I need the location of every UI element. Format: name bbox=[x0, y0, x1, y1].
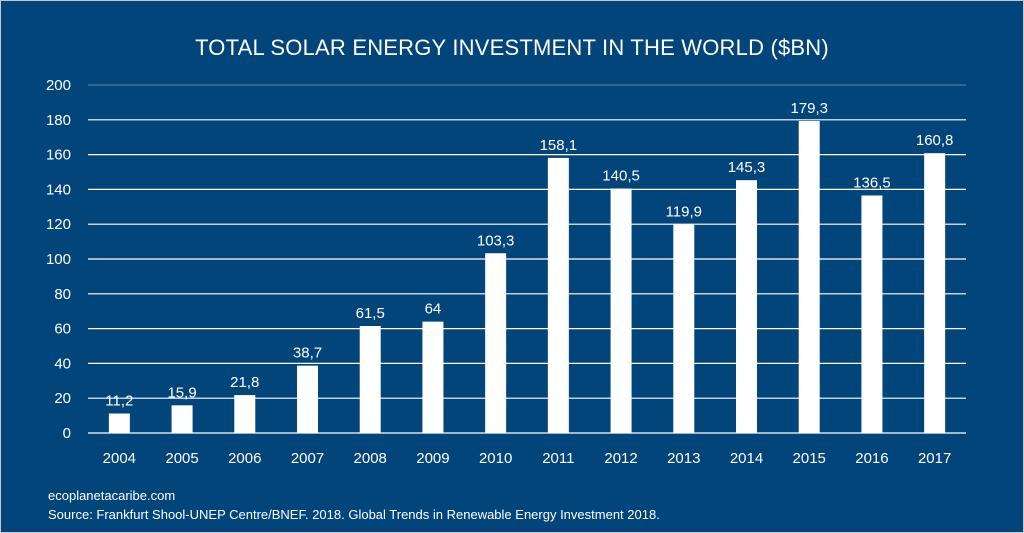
y-tick-label: 200 bbox=[46, 77, 71, 94]
x-tick-label: 2008 bbox=[354, 450, 387, 467]
y-tick-label: 120 bbox=[46, 216, 71, 233]
data-label-2007: 38,7 bbox=[293, 345, 322, 362]
bar-2012 bbox=[610, 188, 632, 433]
x-tick-label: 2009 bbox=[416, 450, 449, 467]
x-tick-label: 2015 bbox=[793, 450, 826, 467]
x-tick-label: 2006 bbox=[228, 450, 261, 467]
data-label-2012: 140,5 bbox=[602, 168, 640, 185]
x-tick-label: 2014 bbox=[730, 450, 763, 467]
y-tick-label: 0 bbox=[63, 425, 71, 442]
x-tick-label: 2004 bbox=[103, 450, 136, 467]
data-label-2017: 160,8 bbox=[916, 132, 954, 149]
website-credit: ecoplanetacaribe.com bbox=[48, 488, 176, 503]
bar-2008 bbox=[359, 325, 381, 433]
bar-2017 bbox=[924, 153, 946, 433]
bar-2004 bbox=[108, 413, 130, 433]
bar-2006 bbox=[234, 395, 256, 433]
data-label-2016: 136,5 bbox=[853, 174, 891, 191]
y-tick-label: 100 bbox=[46, 251, 71, 268]
source-note: Source: Frankfurt Shool-UNEP Centre/BNEF… bbox=[48, 507, 660, 522]
bar-2009 bbox=[422, 321, 444, 433]
y-tick-label: 180 bbox=[46, 112, 71, 129]
bar-2015 bbox=[798, 121, 820, 433]
data-label-2010: 103,3 bbox=[477, 232, 515, 249]
x-tick-label: 2017 bbox=[918, 450, 951, 467]
data-label-2009: 64 bbox=[425, 301, 442, 318]
x-tick-label: 2011 bbox=[542, 450, 574, 467]
data-label-2015: 179,3 bbox=[790, 100, 828, 117]
y-tick-label: 60 bbox=[54, 321, 71, 338]
x-tick-label: 2007 bbox=[291, 450, 324, 467]
data-label-2008: 61,5 bbox=[356, 305, 385, 322]
x-tick-label: 2013 bbox=[667, 450, 700, 467]
x-tick-label: 2016 bbox=[855, 450, 888, 467]
data-label-2011: 158,1 bbox=[540, 137, 578, 154]
bar-2013 bbox=[673, 224, 695, 433]
bar-2011 bbox=[547, 157, 569, 433]
bar-2014 bbox=[736, 180, 757, 433]
bar-2007 bbox=[297, 365, 318, 433]
x-tick-label: 2005 bbox=[165, 450, 198, 467]
x-tick-label: 2012 bbox=[604, 450, 637, 467]
y-tick-label: 20 bbox=[54, 390, 71, 407]
data-label-2013: 119,9 bbox=[666, 203, 702, 220]
y-tick-label: 140 bbox=[46, 181, 71, 198]
bar-2005 bbox=[171, 405, 193, 433]
data-label-2004: 11,2 bbox=[105, 393, 133, 410]
bar-2010 bbox=[485, 253, 507, 433]
data-label-2006: 21,8 bbox=[230, 374, 259, 391]
y-tick-label: 160 bbox=[46, 147, 71, 164]
x-tick-label: 2010 bbox=[479, 450, 512, 467]
chart-title: TOTAL SOLAR ENERGY INVESTMENT IN THE WOR… bbox=[195, 35, 829, 60]
bar-2016 bbox=[861, 195, 883, 433]
y-tick-label: 40 bbox=[54, 355, 71, 372]
y-tick-label: 80 bbox=[54, 286, 71, 303]
data-label-2014: 145,3 bbox=[728, 159, 766, 176]
data-label-2005: 15,9 bbox=[167, 384, 196, 401]
